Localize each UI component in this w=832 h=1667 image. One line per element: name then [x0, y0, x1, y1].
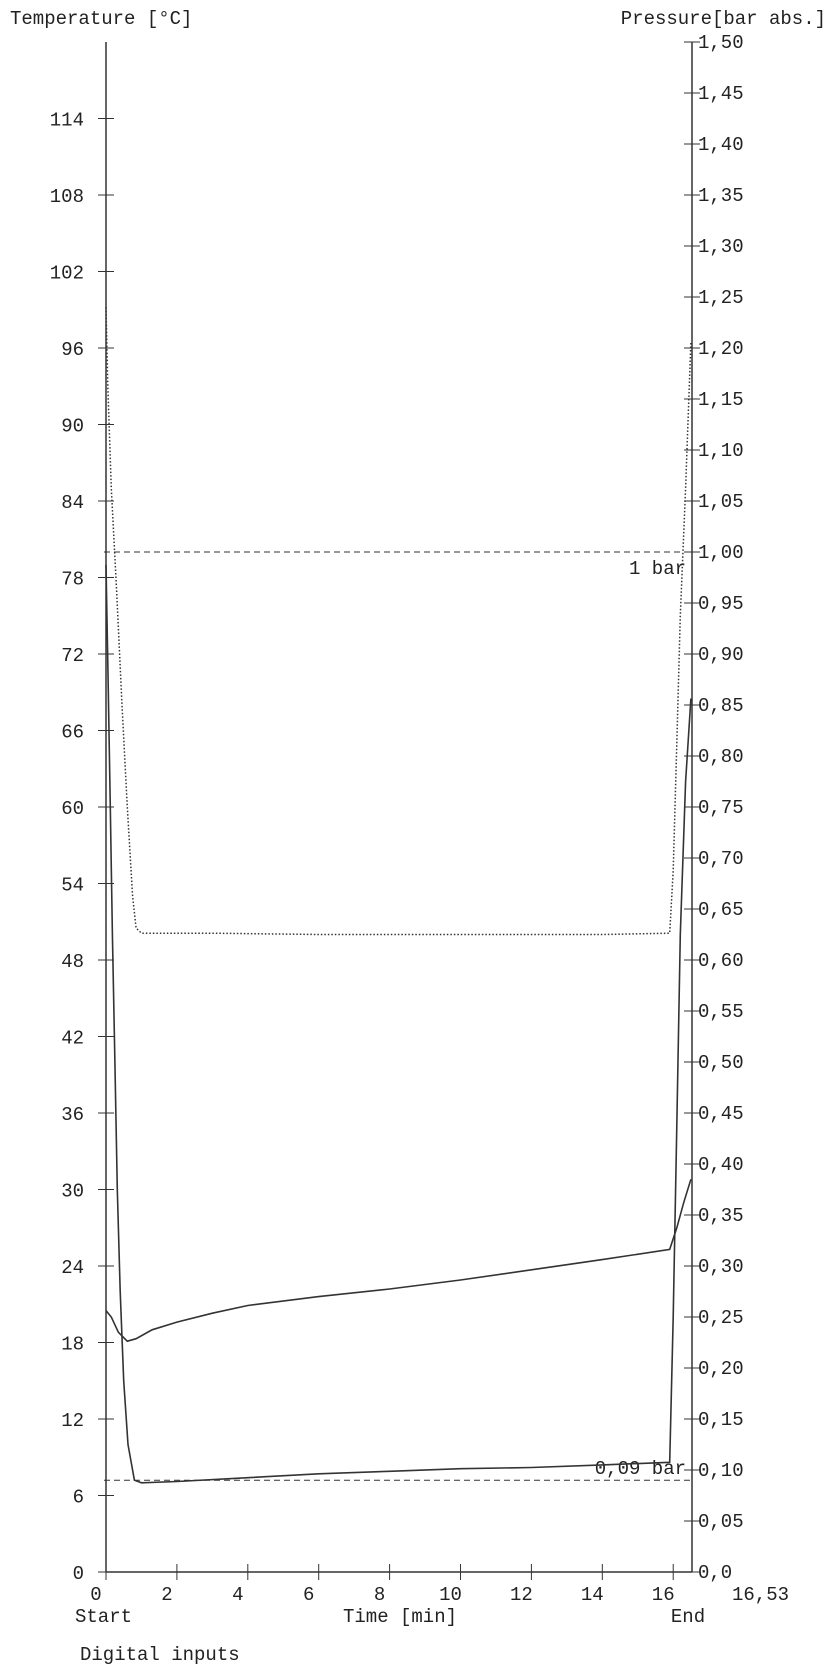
right-tick-label: 1,35	[698, 185, 744, 207]
x-tick-label: 4	[232, 1584, 243, 1606]
x-end-label: 16,53	[732, 1584, 789, 1606]
right-tick-label: 1,40	[698, 134, 744, 156]
series-line-1	[105, 307, 692, 936]
right-tick-label: 0,85	[698, 695, 744, 717]
right-tick-label: 0,15	[698, 1409, 744, 1431]
x-axis-title: Time [min]	[343, 1606, 457, 1628]
right-tick-label: 0,50	[698, 1052, 744, 1074]
right-axis-title: Pressure[bar abs.]	[621, 8, 826, 30]
left-tick-label: 18	[61, 1334, 84, 1356]
end-label: End	[671, 1606, 705, 1628]
right-tick-label: 0,40	[698, 1154, 744, 1176]
right-tick-label: 1,00	[698, 542, 744, 564]
x-tick-label: 14	[581, 1584, 604, 1606]
right-tick-label: 0,95	[698, 593, 744, 615]
left-axis-ticks: 0 6 12 18 24 30 36 42 48 54 60 66 72 78 84 90 96 102 108 11…	[50, 110, 114, 1585]
right-tick-label: 0,05	[698, 1511, 744, 1533]
right-tick-label: 1,50	[698, 32, 744, 54]
right-tick-label: 0,65	[698, 899, 744, 921]
left-tick-label: 6	[73, 1487, 84, 1509]
left-tick-label: 24	[61, 1257, 84, 1279]
x-tick-label: 2	[161, 1584, 172, 1606]
x-tick-label: 10	[439, 1584, 462, 1606]
right-axis-ticks: 0,0 0,05 0,10 0,15 0,20 0,25 0,30 0,35 0,40 0,45 0…	[684, 32, 744, 1584]
right-tick-label: 0,10	[698, 1460, 744, 1482]
start-label: Start	[75, 1606, 132, 1628]
reference-line-label: 0,09 bar	[595, 1458, 686, 1480]
right-tick-label: 0,0	[698, 1562, 732, 1584]
right-tick-label: 1,20	[698, 338, 744, 360]
right-tick-label: 1,25	[698, 287, 744, 309]
left-tick-label: 96	[61, 339, 84, 361]
right-tick-label: 0,90	[698, 644, 744, 666]
x-tick-label: 6	[303, 1584, 314, 1606]
left-tick-label: 102	[50, 263, 84, 285]
right-tick-label: 0,35	[698, 1205, 744, 1227]
left-tick-label: 78	[61, 569, 84, 591]
left-tick-label: 90	[61, 416, 84, 438]
left-tick-label: 84	[61, 492, 84, 514]
left-tick-label: 54	[61, 875, 84, 897]
right-tick-label: 1,10	[698, 440, 744, 462]
x-tick-label: 12	[510, 1584, 533, 1606]
left-tick-label: 48	[61, 951, 84, 973]
left-tick-label: 42	[61, 1028, 84, 1050]
x-tick-label: 8	[374, 1584, 385, 1606]
right-tick-label: 0,75	[698, 797, 744, 819]
left-tick-label: 108	[50, 186, 84, 208]
series-layer	[105, 307, 692, 1484]
right-tick-label: 0,55	[698, 1001, 744, 1023]
left-tick-label: 66	[61, 722, 84, 744]
right-tick-label: 0,25	[698, 1307, 744, 1329]
left-tick-label: 72	[61, 645, 84, 667]
right-tick-label: 1,30	[698, 236, 744, 258]
series-line-3	[105, 1179, 692, 1343]
left-tick-label: 60	[61, 798, 84, 820]
x-tick-label: 0	[90, 1584, 101, 1606]
grid-layer	[105, 42, 693, 1572]
footer-label: Digital inputs	[80, 1644, 240, 1666]
left-tick-label: 12	[61, 1410, 84, 1432]
x-tick-label: 16	[652, 1584, 675, 1606]
right-tick-label: 1,05	[698, 491, 744, 513]
right-tick-label: 0,80	[698, 746, 744, 768]
reference-lines: 1 bar 0,09 bar	[104, 551, 694, 1481]
right-tick-label: 1,15	[698, 389, 744, 411]
left-tick-label: 36	[61, 1104, 84, 1126]
right-tick-label: 0,30	[698, 1256, 744, 1278]
left-tick-label: 0	[73, 1563, 84, 1585]
right-tick-label: 0,60	[698, 950, 744, 972]
left-axis-title: Temperature [°C]	[10, 8, 192, 30]
right-tick-label: 0,70	[698, 848, 744, 870]
right-tick-label: 1,45	[698, 83, 744, 105]
series-line-2	[105, 564, 692, 1484]
x-axis-ticks: 0 2 4 6 8 10 12 14 16	[90, 1564, 675, 1606]
left-tick-label: 114	[50, 110, 84, 132]
left-tick-label: 30	[61, 1181, 84, 1203]
reference-line-label: 1 bar	[629, 558, 686, 580]
right-tick-label: 0,20	[698, 1358, 744, 1380]
right-tick-label: 0,45	[698, 1103, 744, 1125]
